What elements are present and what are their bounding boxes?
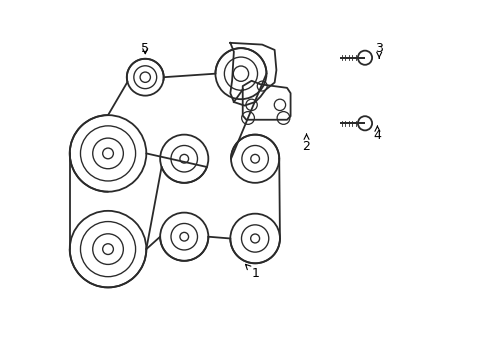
Text: 3: 3 bbox=[374, 42, 382, 58]
Text: 2: 2 bbox=[302, 134, 310, 153]
Text: 4: 4 bbox=[373, 126, 381, 142]
Text: 1: 1 bbox=[245, 264, 259, 280]
Text: 5: 5 bbox=[141, 42, 149, 55]
